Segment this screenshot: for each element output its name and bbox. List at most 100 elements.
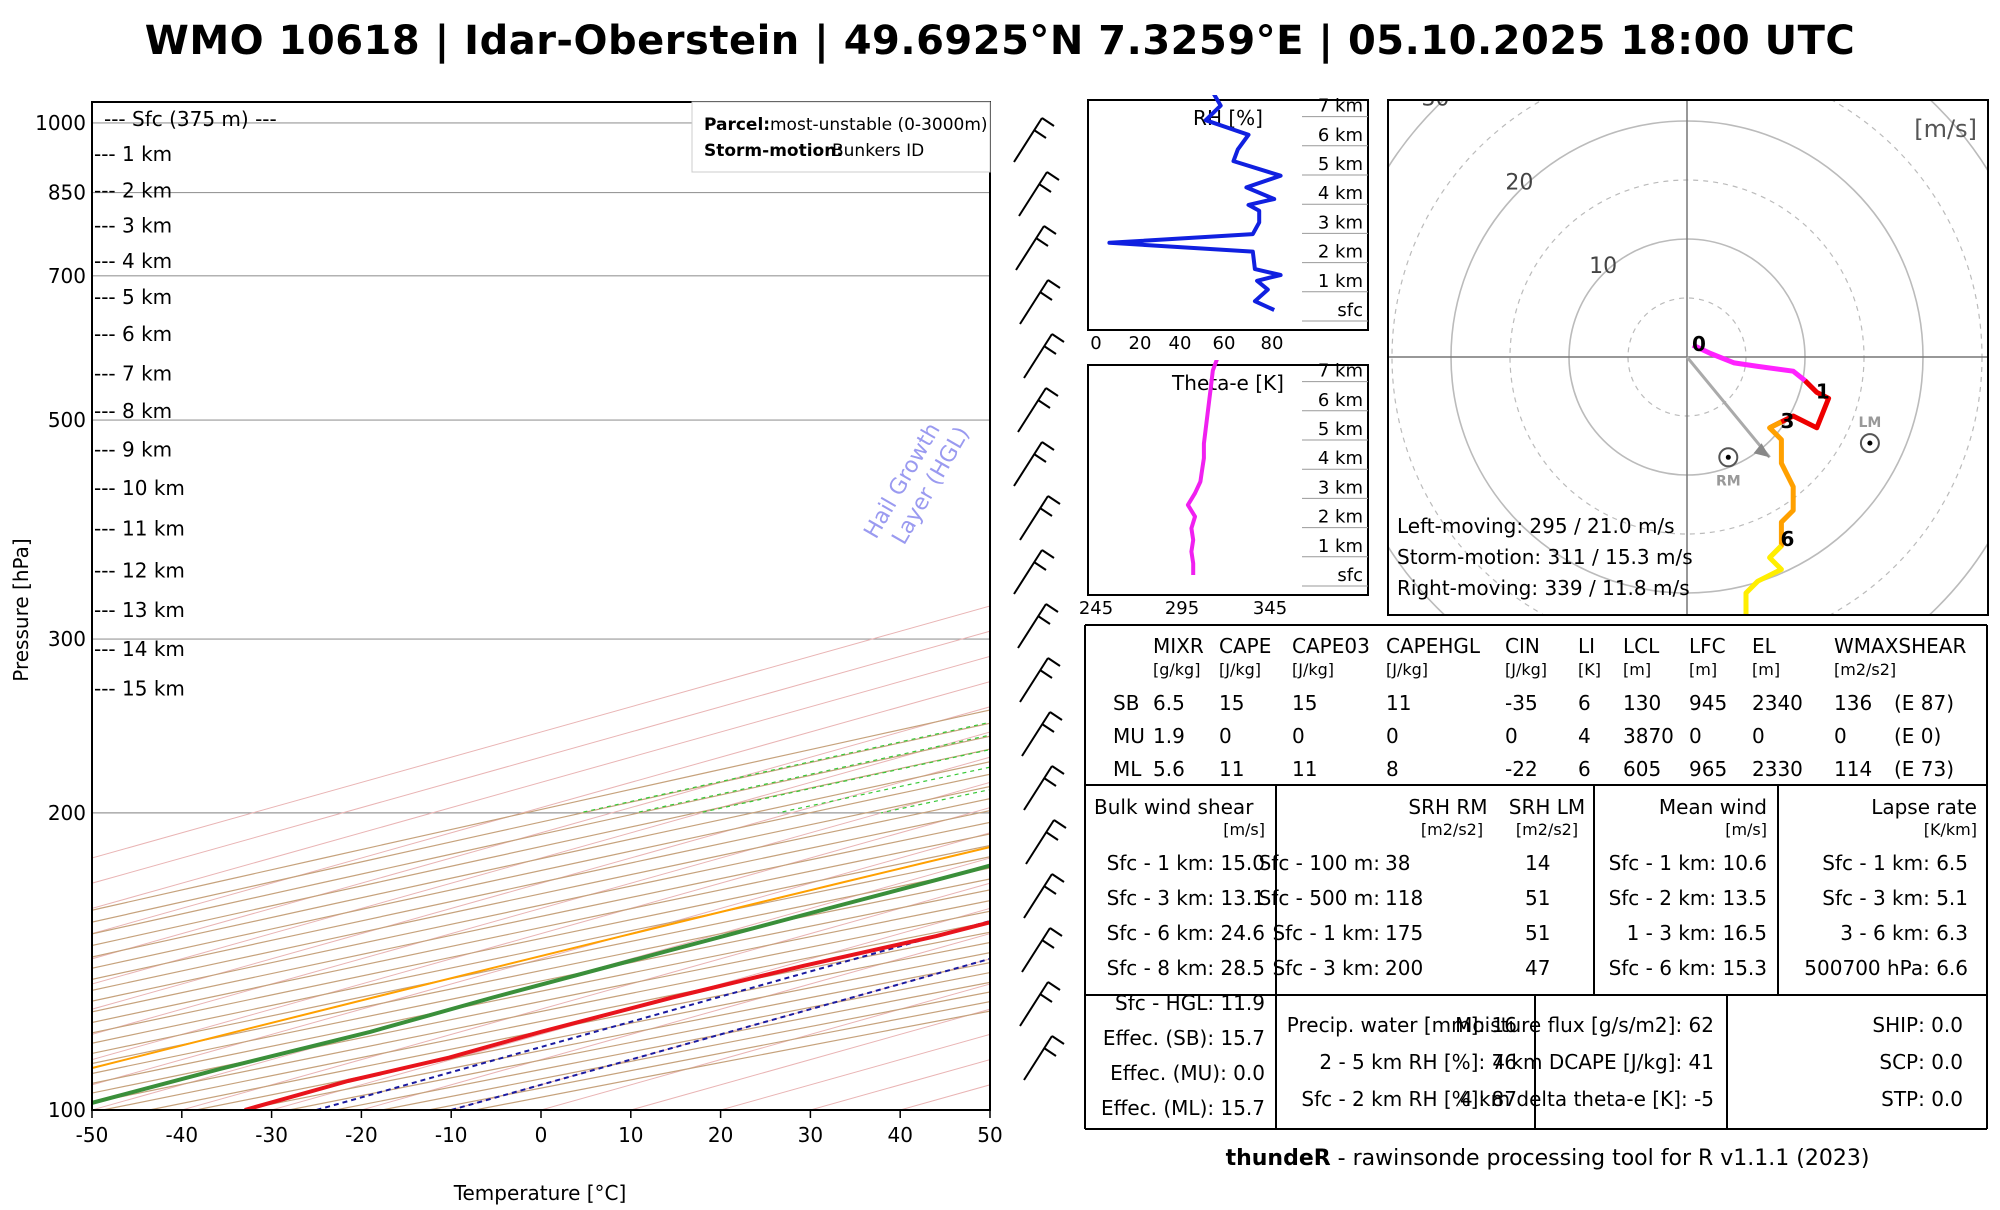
mean-wind-row: Sfc - 6 km: 15.3 bbox=[1609, 956, 1767, 980]
flux-row: 4 km DCAPE [J/kg]: 41 bbox=[1492, 1050, 1714, 1074]
srh-row-label: Sfc - 3 km: bbox=[1272, 956, 1380, 980]
wind-barb bbox=[1020, 982, 1060, 1026]
srh-rm-title: SRH RM bbox=[1408, 795, 1487, 819]
column-header: WMAXSHEAR bbox=[1834, 634, 1966, 658]
hodograph-height-label: 1 bbox=[1816, 379, 1830, 403]
shear-row: Sfc - 6 km: 24.6 bbox=[1107, 921, 1265, 945]
x-tick-label: 345 bbox=[1253, 598, 1287, 619]
column-unit: [m2/s2] bbox=[1834, 660, 1896, 679]
x-tick-label: 60 bbox=[1213, 333, 1236, 354]
height-label: --- 9 km bbox=[94, 437, 172, 461]
legend-parcel-value: most-unstable (0-3000m) bbox=[770, 115, 988, 135]
wind-barb bbox=[1024, 874, 1064, 918]
footer-credit: thundeR - rawinsonde processing tool for… bbox=[1085, 1146, 2000, 1171]
x-tick-label: 10 bbox=[618, 1123, 643, 1147]
x-tick-label: 50 bbox=[977, 1123, 1002, 1147]
height-tick-label: 3 km bbox=[1318, 212, 1363, 233]
pressure-tick-label: 850 bbox=[48, 181, 86, 205]
storm-motion-marker-center bbox=[1726, 455, 1731, 460]
row-value: 11 bbox=[1292, 757, 1317, 781]
pressure-tick-label: 300 bbox=[48, 627, 86, 651]
wind-barb bbox=[1024, 334, 1064, 378]
height-label: --- 1 km bbox=[94, 142, 172, 166]
srh-rm-unit: [m2/s2] bbox=[1421, 820, 1483, 839]
composite-row: SCP: 0.0 bbox=[1879, 1050, 1963, 1074]
column-unit: [J/kg] bbox=[1219, 660, 1261, 679]
lapse-rate-row: Sfc - 3 km: 5.1 bbox=[1822, 886, 1968, 910]
dry-adiabat-line bbox=[242, 102, 1080, 1110]
wind-barb bbox=[1024, 766, 1064, 810]
column-header: CAPE bbox=[1219, 634, 1271, 658]
hodograph-ring-label: 30 bbox=[1422, 95, 1450, 112]
parameter-table: MIXR[g/kg]CAPE[J/kg]CAPE03[J/kg]CAPEHGL[… bbox=[1080, 620, 2000, 1140]
height-label: --- 15 km bbox=[94, 677, 185, 701]
row-value: 0 bbox=[1292, 724, 1305, 748]
wind-barb bbox=[1018, 388, 1058, 432]
x-tick-label: 30 bbox=[798, 1123, 823, 1147]
height-label: --- 2 km bbox=[94, 178, 172, 202]
row-value: 3870 bbox=[1623, 724, 1674, 748]
storm-motion-label: RM bbox=[1716, 473, 1741, 489]
column-unit: [J/kg] bbox=[1505, 660, 1547, 679]
srh-rm-value: 200 bbox=[1385, 956, 1423, 980]
dry-adiabat-line bbox=[56, 102, 1080, 1110]
wind-barb bbox=[1024, 1036, 1064, 1080]
row-value: -22 bbox=[1505, 757, 1538, 781]
height-tick-label: 4 km bbox=[1318, 448, 1363, 469]
row-value: 0 bbox=[1505, 724, 1518, 748]
row-value: 8 bbox=[1386, 757, 1399, 781]
wind-barb bbox=[1014, 550, 1054, 594]
srh-rm-value: 38 bbox=[1385, 851, 1410, 875]
wind-barb bbox=[1014, 442, 1054, 486]
height-label: --- 4 km bbox=[94, 249, 172, 273]
hodograph-chart: 10203040LMRM013612 [m/s] Left-moving: 29… bbox=[1385, 95, 1995, 620]
height-label: --- 12 km bbox=[94, 558, 185, 582]
height-tick-label: 7 km bbox=[1318, 96, 1363, 117]
shear-title: Bulk wind shear bbox=[1094, 795, 1254, 819]
height-label: --- 5 km bbox=[94, 285, 172, 309]
row-value: 2340 bbox=[1752, 691, 1803, 715]
composite-row: STP: 0.0 bbox=[1881, 1087, 1963, 1111]
hodograph-segment bbox=[1746, 546, 1781, 620]
row-value: -35 bbox=[1505, 691, 1538, 715]
pressure-tick-label: 1000 bbox=[35, 111, 86, 135]
pressure-tick-label: 100 bbox=[48, 1098, 86, 1122]
column-unit: [m] bbox=[1623, 660, 1651, 679]
column-header: LFC bbox=[1689, 634, 1726, 658]
height-label: --- 11 km bbox=[94, 516, 185, 540]
srh-row-label: Sfc - 100 m: bbox=[1259, 851, 1380, 875]
height-tick-label: sfc bbox=[1337, 565, 1363, 586]
column-unit: [J/kg] bbox=[1292, 660, 1334, 679]
column-header: CAPE03 bbox=[1292, 634, 1370, 658]
shear-row: Effec. (MU): 0.0 bbox=[1110, 1061, 1265, 1085]
x-tick-label: 20 bbox=[1129, 333, 1152, 354]
column-header: LI bbox=[1578, 634, 1595, 658]
flux-row: Moisture flux [g/s/m2]: 62 bbox=[1455, 1013, 1714, 1037]
row-value: 11 bbox=[1386, 691, 1411, 715]
moisture-row: 2 - 5 km RH [%]: 76 bbox=[1319, 1050, 1517, 1074]
storm-motion-arrowhead bbox=[1754, 443, 1770, 457]
hodograph-stat: Left-moving: 295 / 21.0 m/s bbox=[1397, 514, 1675, 538]
dry-adiabat-line bbox=[335, 102, 1080, 1110]
shear-unit: [m/s] bbox=[1223, 820, 1265, 839]
mean-wind-unit: [m/s] bbox=[1725, 820, 1767, 839]
row-value: 11 bbox=[1219, 757, 1244, 781]
pressure-tick-label: 200 bbox=[48, 801, 86, 825]
height-tick-label: 7 km bbox=[1318, 361, 1363, 382]
x-tick-label: 0 bbox=[1090, 333, 1101, 354]
row-value: (E 87) bbox=[1894, 691, 1954, 715]
page-title: WMO 10618 | Idar-Oberstein | 49.6925°N 7… bbox=[0, 18, 2000, 64]
height-tick-label: 6 km bbox=[1318, 390, 1363, 411]
row-value: 0 bbox=[1219, 724, 1232, 748]
height-tick-label: 3 km bbox=[1318, 477, 1363, 498]
srh-lm-value: 51 bbox=[1525, 921, 1550, 945]
column-unit: [g/kg] bbox=[1153, 660, 1200, 679]
pressure-tick-label: 700 bbox=[48, 264, 86, 288]
x-tick-label: 40 bbox=[1169, 333, 1192, 354]
height-label: --- Sfc (375 m) --- bbox=[104, 107, 277, 131]
x-tick-label: -30 bbox=[255, 1123, 288, 1147]
wind-barb bbox=[1016, 226, 1056, 270]
column-header: LCL bbox=[1623, 634, 1660, 658]
